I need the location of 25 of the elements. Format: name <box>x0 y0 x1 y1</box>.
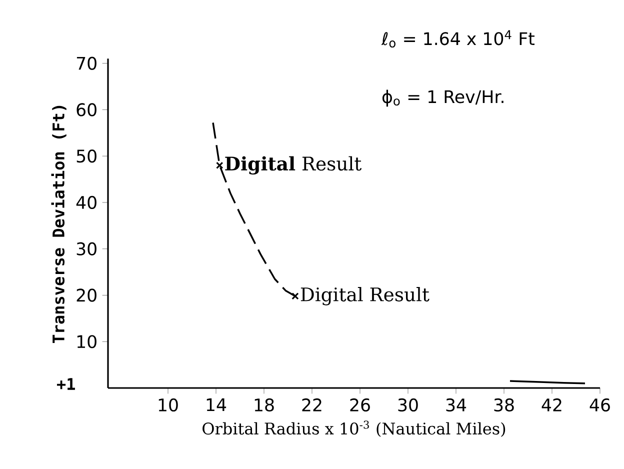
y-tick-label: 30 <box>76 242 96 256</box>
y-tick-label: 40 <box>76 196 96 210</box>
text: +1 <box>56 378 75 390</box>
x-tick-label: 38 <box>494 398 514 412</box>
y-axis-title: Transverse Deviation (Ft) <box>51 106 66 344</box>
y-tick-label: 60 <box>76 103 96 116</box>
annotation: Digital Result <box>225 156 362 175</box>
y-tick-label: 70 <box>76 56 96 70</box>
x-tick-label: 14 <box>206 398 226 412</box>
y-tick-label: 50 <box>76 150 96 163</box>
line-series <box>212 122 296 298</box>
x-tick-label: 42 <box>542 398 562 412</box>
x-tick-label: 46 <box>590 398 610 412</box>
annotation: ϕ$_{o}$ = 1 Rev/Hr. <box>382 90 504 107</box>
text: ℓ$_{o}$ = 1.64 x 10$^{4}$ Ft <box>381 30 534 48</box>
x-tick-label: 30 <box>398 398 418 412</box>
x-tick-label: 34 <box>446 398 466 412</box>
x-axis-title: Orbital Radius x 10$^{-3}$ (Nautical Miles) <box>202 420 506 437</box>
x-tick-label: 22 <box>302 398 322 412</box>
x-tick-label: 10 <box>158 398 178 412</box>
x-tick-label: 18 <box>254 398 274 412</box>
annotation: Digital Result <box>300 287 430 306</box>
y-tick-label: 20 <box>76 288 96 302</box>
y-tick-label: 10 <box>77 335 96 348</box>
x-tick-label: 26 <box>350 398 370 412</box>
